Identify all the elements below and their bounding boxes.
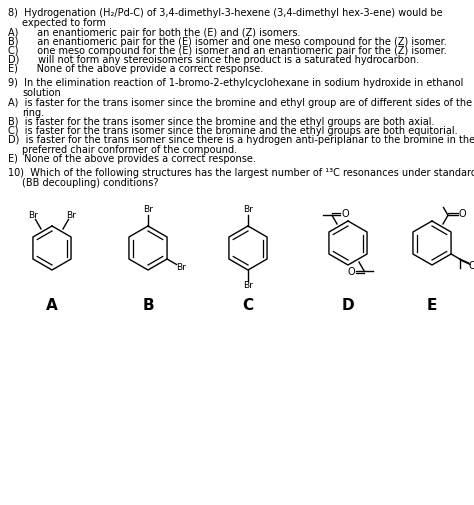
Text: Br: Br [176,263,186,272]
Text: preferred chair conformer of the compound.: preferred chair conformer of the compoun… [22,145,237,155]
Text: O: O [458,209,466,219]
Text: solution: solution [22,88,61,98]
Text: C: C [242,298,254,313]
Text: D)      will not form any stereoisomers since the product is a saturated hydroca: D) will not form any stereoisomers since… [8,55,419,65]
Text: B)  is faster for the trans isomer since the bromine and the ethyl groups are bo: B) is faster for the trans isomer since … [8,117,435,127]
Text: 9)  In the elimination reaction of 1-bromo-2-ethylcyclohexane in sodium hydroxid: 9) In the elimination reaction of 1-brom… [8,78,464,88]
Text: expected to form: expected to form [22,18,106,28]
Text: Br: Br [66,211,76,220]
Text: A)  is faster for the trans isomer since the bromine and ethyl group are of diff: A) is faster for the trans isomer since … [8,98,472,108]
Text: O: O [469,261,474,271]
Text: E)      None of the above provide a correct response.: E) None of the above provide a correct r… [8,64,263,74]
Text: D: D [342,298,354,313]
Text: Br: Br [143,206,153,215]
Text: 8)  Hydrogenation (H₂/Pd-C) of 3,4-dimethyl-3-hexene (3,4-dimethyl hex-3-ene) wo: 8) Hydrogenation (H₂/Pd-C) of 3,4-dimeth… [8,8,443,18]
Text: 10)  Which of the following structures has the largest number of ¹³C resonances : 10) Which of the following structures ha… [8,168,474,178]
Text: B: B [142,298,154,313]
Text: C)  is faster for the trans isomer since the bromine and the ethyl groups are bo: C) is faster for the trans isomer since … [8,126,457,136]
Text: A)      an enantiomeric pair for both the (E) and (Z) isomers.: A) an enantiomeric pair for both the (E)… [8,28,301,38]
Text: D)  is faster for the trans isomer since there is a hydrogen anti-periplanar to : D) is faster for the trans isomer since … [8,135,474,145]
Text: C)      one meso compound for the (E) isomer and an enantiomeric pair for the (Z: C) one meso compound for the (E) isomer … [8,46,447,56]
Text: A: A [46,298,58,313]
Text: (BB decoupling) conditions?: (BB decoupling) conditions? [22,178,158,188]
Text: Br: Br [243,206,253,215]
Text: Br: Br [243,281,253,290]
Text: O: O [341,209,349,219]
Text: Br: Br [28,211,38,220]
Text: ring.: ring. [22,108,44,118]
Text: E)  None of the above provides a correct response.: E) None of the above provides a correct … [8,154,256,164]
Text: O: O [347,267,355,277]
Text: B)      an enantiomeric pair for the (E) isomer and one meso compound for the (Z: B) an enantiomeric pair for the (E) isom… [8,37,447,47]
Text: E: E [427,298,437,313]
